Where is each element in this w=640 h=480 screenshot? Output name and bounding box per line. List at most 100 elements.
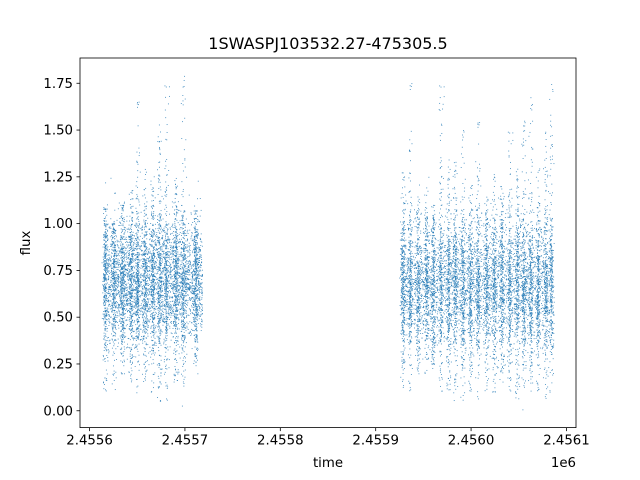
data-point bbox=[144, 379, 146, 381]
data-point bbox=[154, 282, 156, 284]
data-point bbox=[105, 313, 107, 315]
data-point bbox=[120, 257, 122, 259]
data-point bbox=[138, 259, 140, 261]
data-point bbox=[105, 299, 107, 301]
data-point bbox=[185, 261, 187, 263]
data-point bbox=[192, 303, 193, 305]
data-point bbox=[129, 257, 131, 259]
data-point bbox=[120, 313, 122, 315]
data-point bbox=[146, 288, 148, 290]
data-point bbox=[131, 229, 132, 231]
data-point bbox=[185, 268, 187, 270]
data-point bbox=[115, 328, 117, 330]
data-point bbox=[186, 263, 188, 265]
data-point bbox=[172, 311, 174, 313]
data-point bbox=[165, 276, 166, 278]
data-point bbox=[149, 267, 151, 269]
data-point bbox=[135, 245, 137, 247]
data-point bbox=[103, 303, 105, 305]
data-point bbox=[199, 292, 200, 294]
data-point bbox=[157, 248, 158, 250]
data-point bbox=[188, 265, 190, 267]
data-point bbox=[151, 282, 153, 284]
data-point bbox=[130, 381, 132, 383]
data-point bbox=[115, 192, 116, 194]
data-point bbox=[185, 288, 187, 290]
data-point bbox=[131, 276, 133, 278]
data-point bbox=[168, 301, 170, 303]
data-point bbox=[144, 300, 146, 301]
data-point bbox=[108, 352, 110, 354]
data-point bbox=[191, 272, 193, 274]
data-point bbox=[132, 328, 134, 330]
data-point bbox=[161, 286, 163, 288]
data-point bbox=[106, 297, 108, 299]
data-point bbox=[140, 265, 142, 267]
data-point bbox=[176, 303, 178, 305]
data-point bbox=[127, 229, 129, 230]
data-point bbox=[135, 286, 137, 288]
data-point bbox=[132, 315, 134, 317]
data-point bbox=[134, 255, 136, 256]
data-point bbox=[127, 275, 129, 277]
data-point bbox=[147, 276, 148, 278]
data-point bbox=[196, 294, 198, 296]
data-point bbox=[200, 267, 202, 269]
data-point bbox=[150, 316, 152, 317]
data-point bbox=[132, 237, 134, 239]
data-point bbox=[164, 288, 166, 290]
data-point bbox=[123, 300, 125, 302]
data-point bbox=[136, 307, 138, 309]
data-point bbox=[124, 227, 126, 228]
data-point bbox=[169, 297, 171, 299]
data-point bbox=[162, 236, 164, 238]
data-point bbox=[127, 337, 129, 339]
data-point bbox=[158, 320, 159, 322]
data-point bbox=[134, 289, 136, 291]
data-point bbox=[147, 283, 149, 285]
data-point bbox=[122, 258, 124, 260]
data-point bbox=[151, 321, 153, 323]
data-point bbox=[128, 328, 130, 330]
data-point bbox=[192, 250, 194, 252]
data-point bbox=[165, 291, 167, 293]
data-point bbox=[128, 229, 130, 231]
data-point bbox=[141, 282, 142, 284]
data-point bbox=[111, 248, 113, 250]
data-point bbox=[153, 266, 155, 268]
data-point bbox=[153, 254, 155, 256]
data-point bbox=[133, 288, 135, 290]
data-point bbox=[128, 319, 130, 321]
data-point bbox=[129, 278, 131, 280]
data-point bbox=[143, 284, 145, 286]
data-point bbox=[147, 360, 148, 362]
data-point bbox=[107, 271, 109, 273]
data-point bbox=[103, 255, 105, 257]
data-point bbox=[162, 245, 164, 247]
data-point bbox=[181, 283, 183, 285]
data-point bbox=[144, 362, 146, 363]
data-point bbox=[177, 258, 179, 260]
data-point bbox=[170, 233, 172, 235]
data-point bbox=[131, 283, 133, 284]
data-point bbox=[118, 315, 120, 317]
data-point bbox=[123, 322, 125, 324]
data-point bbox=[129, 321, 131, 323]
data-point bbox=[200, 276, 202, 277]
data-point bbox=[122, 273, 124, 274]
data-point bbox=[123, 291, 125, 293]
data-point bbox=[105, 272, 107, 274]
data-point bbox=[121, 249, 123, 251]
data-point bbox=[122, 244, 124, 246]
data-point bbox=[121, 277, 123, 279]
data-point bbox=[124, 286, 126, 288]
data-point bbox=[178, 302, 180, 304]
data-point bbox=[121, 335, 123, 337]
data-point bbox=[185, 330, 187, 332]
data-point bbox=[115, 302, 117, 304]
data-point bbox=[199, 265, 201, 267]
data-point bbox=[113, 304, 115, 306]
data-point bbox=[113, 325, 115, 327]
data-point bbox=[112, 354, 114, 356]
data-point bbox=[122, 302, 124, 304]
